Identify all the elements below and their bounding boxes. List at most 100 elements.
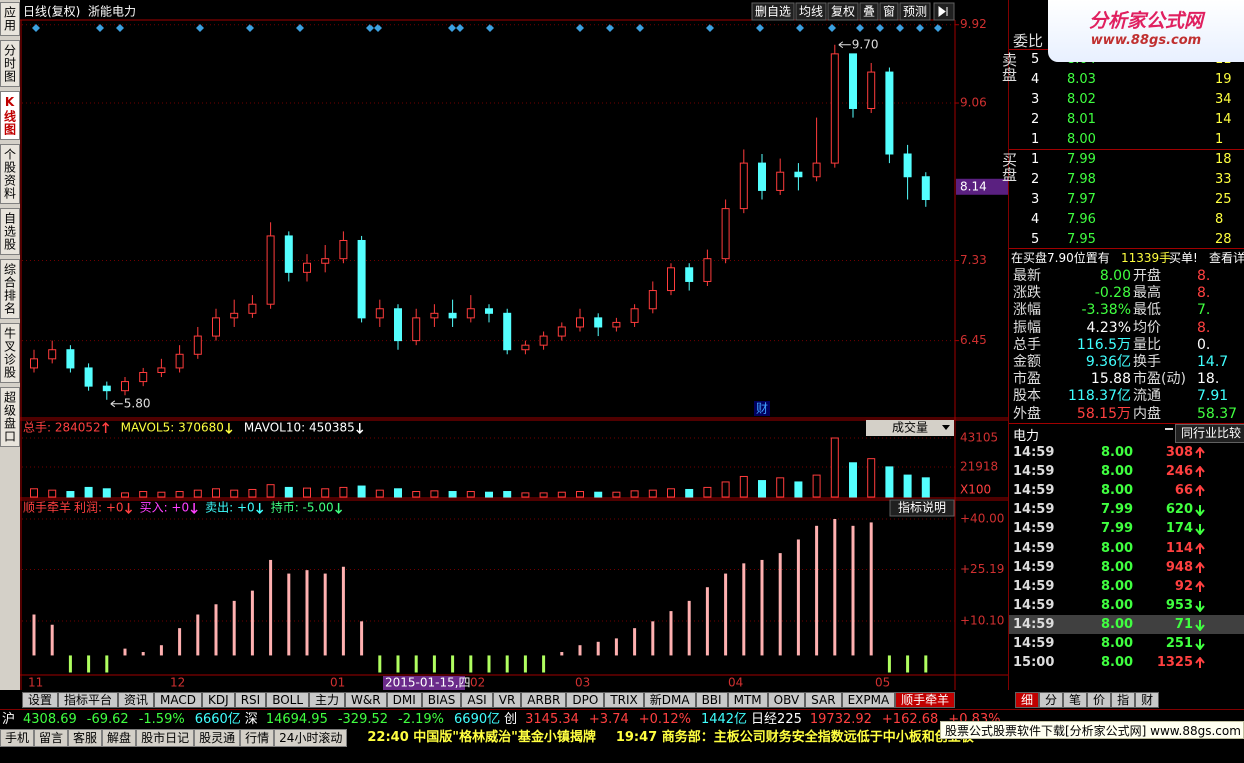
indicator-tab[interactable]: 新DMA	[643, 692, 696, 708]
indicator-tab[interactable]: RSI	[234, 692, 267, 708]
stat-label: 量比	[1133, 336, 1161, 353]
indicator-tab[interactable]: MTM	[727, 692, 768, 708]
status-button[interactable]: 24小时滚动	[274, 729, 348, 747]
candle-body	[248, 303, 257, 314]
detail-tab[interactable]: 价	[1087, 692, 1112, 708]
indicator-tab[interactable]: 资讯	[118, 692, 155, 708]
compare-button[interactable]: 同行业比较	[1175, 424, 1244, 443]
candle-body	[466, 308, 475, 319]
indicator-bar	[414, 655, 418, 673]
sidebar-tab[interactable]: 应用	[0, 2, 20, 36]
indicator-tab[interactable]: 指标平台	[58, 692, 119, 708]
status-button[interactable]: 留言	[34, 729, 69, 747]
index-change: -69.62	[86, 712, 129, 727]
news-item[interactable]: 22:40 中国版"格林威治"基金小镇揭牌	[367, 730, 596, 745]
arrow-icon	[1195, 524, 1205, 536]
tick-row: 14:59 8.00 246	[1009, 462, 1244, 481]
header-button[interactable]: 预测	[899, 2, 931, 21]
tick-price: 8.00	[1101, 597, 1134, 613]
sidebar-tab[interactable]: 牛叉诊股	[0, 323, 20, 383]
indicator-name: 顺手牵羊	[23, 500, 71, 515]
indicator-tab[interactable]: 设置	[22, 692, 59, 708]
indicator-tab[interactable]: MACD	[154, 692, 203, 708]
detail-tab[interactable]: 指	[1111, 692, 1136, 708]
status-button[interactable]: 手机	[0, 729, 35, 747]
tick-volume: 114	[1165, 540, 1193, 556]
candle-body	[721, 208, 730, 260]
level: 3	[1031, 192, 1040, 207]
sidebar-tab[interactable]: 综合排名	[0, 259, 20, 319]
indicator-bar	[724, 573, 728, 656]
arrow-path	[1195, 524, 1205, 536]
button-label: 均线	[799, 5, 823, 19]
stat-label: 涨幅	[1013, 302, 1041, 319]
indicator-tab[interactable]: KDJ	[202, 692, 235, 708]
indicator-tab[interactable]: EXPMA	[841, 692, 896, 708]
tick-volume: 66	[1174, 483, 1193, 499]
logo: 分析家公式网 www.88gs.com	[1048, 0, 1244, 62]
indicator-tab[interactable]: TRIX	[604, 692, 644, 708]
help-button[interactable]	[889, 499, 955, 517]
volume: 14	[1215, 112, 1232, 127]
indicator-tab[interactable]: DMI	[386, 692, 422, 708]
header-button[interactable]: 删自选	[751, 2, 795, 21]
sidebar-tab[interactable]: 自选股	[0, 208, 20, 255]
stat-value: 8.	[1197, 319, 1211, 336]
current-price-box	[956, 178, 1008, 195]
sidebar-tab[interactable]: 超级盘口	[0, 387, 20, 447]
sidebar-tab[interactable]: 分时图	[0, 40, 20, 87]
diamond-marker	[856, 24, 864, 32]
indicator-tab[interactable]: BOLL	[266, 692, 310, 708]
volume-bar	[521, 492, 530, 498]
sidebar-tab[interactable]: 个股资料	[0, 144, 20, 204]
indicator-tab[interactable]: 顺手牵羊	[895, 692, 956, 708]
header-button[interactable]: 叠	[859, 2, 879, 21]
volume-bar	[703, 486, 712, 498]
status-button[interactable]: 解盘	[102, 729, 137, 747]
header-button[interactable]: 窗	[879, 2, 899, 21]
detail-tab[interactable]: 细	[1015, 692, 1040, 708]
detail-tab[interactable]: 笔	[1063, 692, 1088, 708]
news-item[interactable]: 19:47 商务部：主板公司财务安全指数远低于中小板和创业板	[615, 730, 974, 745]
header-button[interactable]: 均线	[795, 2, 827, 21]
sidebar-tab[interactable]: K线图	[0, 91, 20, 140]
indicator-tab[interactable]: BIAS	[421, 692, 462, 708]
detail-tab[interactable]: 财	[1135, 692, 1160, 708]
status-button[interactable]: 股市日记	[136, 729, 195, 747]
indicator-tab[interactable]: BBI	[695, 692, 728, 708]
button-label: 窗	[883, 5, 895, 19]
low-pointer	[110, 400, 123, 408]
button-bg	[795, 2, 827, 21]
tick-price: 8.00	[1101, 445, 1134, 460]
button-bg	[859, 2, 879, 21]
indicator-tab[interactable]: OBV	[767, 692, 806, 708]
indicator-tab[interactable]: VR	[492, 692, 522, 708]
x-label: 2015-01-15,四	[385, 676, 471, 690]
volume: 8	[1215, 212, 1224, 227]
indicator-bar	[815, 525, 819, 656]
status-button[interactable]: 行情	[240, 729, 275, 747]
volume-bar	[357, 485, 366, 498]
tick-price: 8.00	[1101, 483, 1134, 499]
y-tick-label: +40.00	[960, 512, 1004, 526]
diamond-marker	[828, 24, 836, 32]
index-name: 日经225	[751, 712, 802, 727]
header-button[interactable]: 复权	[827, 2, 859, 21]
indicator-tab[interactable]: ARBR	[521, 692, 567, 708]
sector-dropdown[interactable]	[1165, 428, 1173, 430]
indicator-field: 卖出: +0	[205, 501, 255, 515]
indicator-tab[interactable]: DPO	[566, 692, 605, 708]
selector-box[interactable]	[866, 420, 954, 436]
indicator-tab[interactable]: W&R	[345, 692, 387, 708]
indicator-tab[interactable]: ASI	[461, 692, 493, 708]
indicator-tab[interactable]: SAR	[805, 692, 842, 708]
status-button[interactable]: 股灵通	[194, 729, 241, 747]
status-button[interactable]: 客服	[68, 729, 103, 747]
stat-label: 涨跌	[1013, 285, 1041, 302]
detail-tab[interactable]: 分	[1039, 692, 1064, 708]
date-cursor-box	[383, 676, 465, 690]
dropdown-icon	[942, 425, 950, 430]
notice-link[interactable]: 查看详	[1209, 251, 1244, 265]
indicator-tab[interactable]: 主力	[309, 692, 346, 708]
indicator-tabs: 设置 指标平台 资讯 MACD KDJ RSI BOLL 主力 W&R DMI BIAS ASI VR A…	[22, 692, 956, 708]
